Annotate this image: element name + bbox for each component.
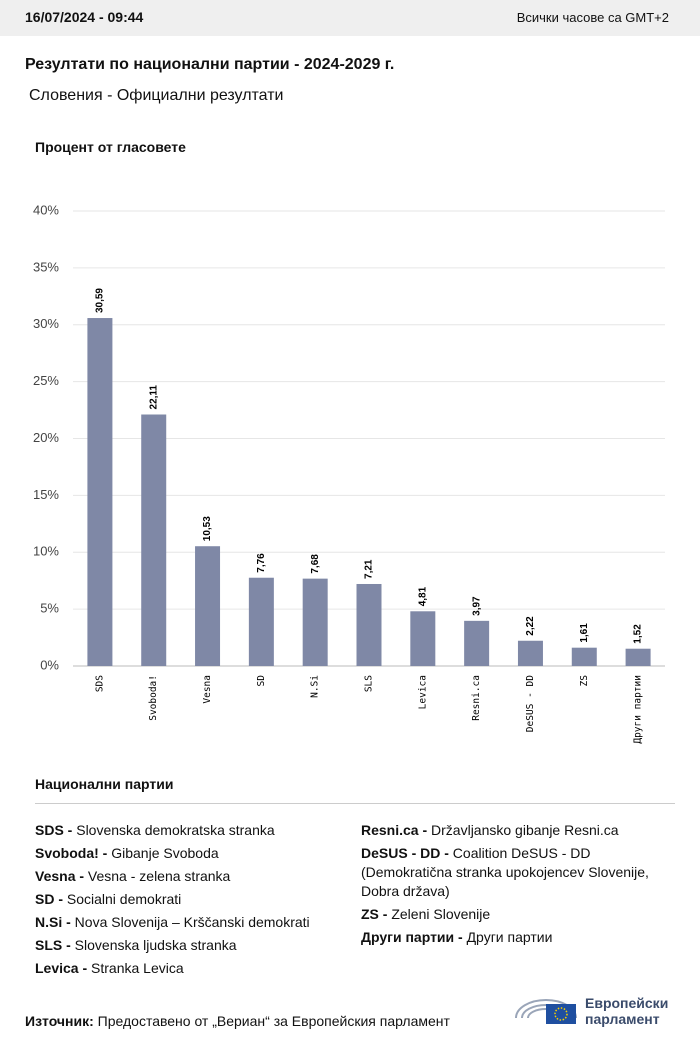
bar <box>625 648 651 666</box>
title: Резултати по национални партии - 2024-20… <box>25 56 395 73</box>
bar <box>141 414 167 666</box>
legend-abbr: Други партии - <box>361 929 463 945</box>
legend-name: Državljansko gibanje Resni.ca <box>431 822 619 838</box>
bar <box>356 583 382 666</box>
value-label: 22,11 <box>148 385 159 410</box>
legend-item: Svoboda! - Gibanje Svoboda <box>35 844 335 863</box>
x-tick-label: SDS <box>94 675 105 692</box>
value-label: 3,97 <box>471 596 482 616</box>
source-text: Предоставено от „Вериан“ за Европейския … <box>97 1013 450 1029</box>
logo-line: парламент <box>585 1011 660 1027</box>
divider <box>35 803 675 804</box>
y-tick-label: 15% <box>33 487 59 502</box>
value-label: 7,68 <box>310 554 321 574</box>
logo-line: Европейски <box>585 995 669 1011</box>
legend-abbr: ZS - <box>361 906 388 922</box>
value-label: 1,52 <box>633 624 644 644</box>
x-tick-label: ZS <box>579 675 590 687</box>
value-label: 30,59 <box>95 288 106 313</box>
legend-name: Slovenska demokratska stranka <box>76 822 275 838</box>
legend-abbr: Levica - <box>35 960 88 976</box>
y-tick-label: 5% <box>40 601 59 616</box>
legend-abbr: Vesna - <box>35 868 85 884</box>
chart: 0% 5% 10% 15% 20% 25% 30% 35% 40% 30,59 SDS 22,11 Sv… <box>33 202 665 744</box>
legend-item: Други партии - Други партии <box>361 928 661 947</box>
bar <box>571 647 597 666</box>
value-label: 7,21 <box>364 559 375 579</box>
y-tick-label: 40% <box>33 202 59 217</box>
x-tick-label: SD <box>256 675 267 687</box>
legend-item: SDS - Slovenska demokratska stranka <box>35 821 335 840</box>
legend-item: Levica - Stranka Levica <box>35 959 335 978</box>
legend-abbr: SD - <box>35 891 63 907</box>
value-label: 10,53 <box>202 516 213 541</box>
subtitle: Словения - Официални резултати <box>29 87 284 104</box>
legend-abbr: DeSUS - DD - <box>361 845 449 861</box>
bar <box>87 318 113 666</box>
x-tick-label: N.Si <box>310 675 321 698</box>
legend-name: Zeleni Slovenije <box>391 906 491 922</box>
legend-name: Coalition DeSUS - DD (Demokratična stran… <box>361 845 649 899</box>
timezone: Всички часове са GMT+2 <box>516 10 669 25</box>
legend-abbr: Svoboda! - <box>35 845 108 861</box>
legend-abbr: SDS - <box>35 822 73 838</box>
y-axis-label: Процент от гласовете <box>35 139 186 155</box>
legend-abbr: SLS - <box>35 937 71 953</box>
legend-abbr: Resni.ca - <box>361 822 428 838</box>
x-tick-label: Svoboda! <box>148 675 159 721</box>
x-tick-label: SLS <box>364 675 375 692</box>
legend-name: Stranka Levica <box>91 960 184 976</box>
source: Източник: Предоставено от „Вериан“ за Ев… <box>25 1013 450 1029</box>
legend-item: SLS - Slovenska ljudska stranka <box>35 936 335 955</box>
y-tick-label: 30% <box>33 316 59 331</box>
x-tick-label: Levica <box>417 675 428 709</box>
bar <box>517 640 543 666</box>
legend-abbr: N.Si - <box>35 914 71 930</box>
y-tick-label: 25% <box>33 373 59 388</box>
y-tick-label: 0% <box>40 657 59 672</box>
bar <box>410 611 436 666</box>
legend-item: DeSUS - DD - Coalition DeSUS - DD (Demok… <box>361 844 661 901</box>
logo-text: Европейски парламент <box>585 995 668 1027</box>
y-tick-label: 10% <box>33 544 59 559</box>
source-label: Източник: <box>25 1013 94 1029</box>
legend-name: Socialni demokrati <box>66 891 182 907</box>
value-label: 1,61 <box>579 623 590 643</box>
legend-item: Vesna - Vesna - zelena stranka <box>35 867 335 886</box>
legend-item: ZS - Zeleni Slovenije <box>361 905 661 924</box>
date: 16/07/2024 - 09:44 <box>25 9 144 25</box>
bar <box>195 546 221 666</box>
top-bar <box>0 0 700 36</box>
legend-name: Други партии <box>466 929 553 945</box>
x-tick-label: Resni.ca <box>471 675 482 721</box>
legend-item: SD - Socialni demokrati <box>35 890 335 909</box>
value-label: 7,76 <box>256 553 267 573</box>
x-tick-label: Други партии <box>633 675 644 744</box>
legend-name: Vesna - zelena stranka <box>87 868 231 884</box>
y-tick-label: 20% <box>33 430 59 445</box>
x-tick-label: Vesna <box>202 675 213 704</box>
value-label: 4,81 <box>417 586 428 606</box>
legend-name: Nova Slovenija – Krščanski demokrati <box>74 914 310 930</box>
legend-name: Gibanje Svoboda <box>111 845 219 861</box>
legend-title: Национални партии <box>35 776 174 792</box>
legend-name: Slovenska ljudska stranka <box>74 937 237 953</box>
legend-item: N.Si - Nova Slovenija – Krščanski demokr… <box>35 913 335 932</box>
y-tick-label: 35% <box>33 259 59 274</box>
bar <box>302 578 328 666</box>
legend-item: Resni.ca - Državljansko gibanje Resni.ca <box>361 821 661 840</box>
logo-emblem <box>515 999 577 1024</box>
bar <box>464 620 490 666</box>
value-label: 2,22 <box>525 616 536 636</box>
bar <box>248 577 274 666</box>
x-tick-label: DeSUS - DD <box>525 675 536 732</box>
